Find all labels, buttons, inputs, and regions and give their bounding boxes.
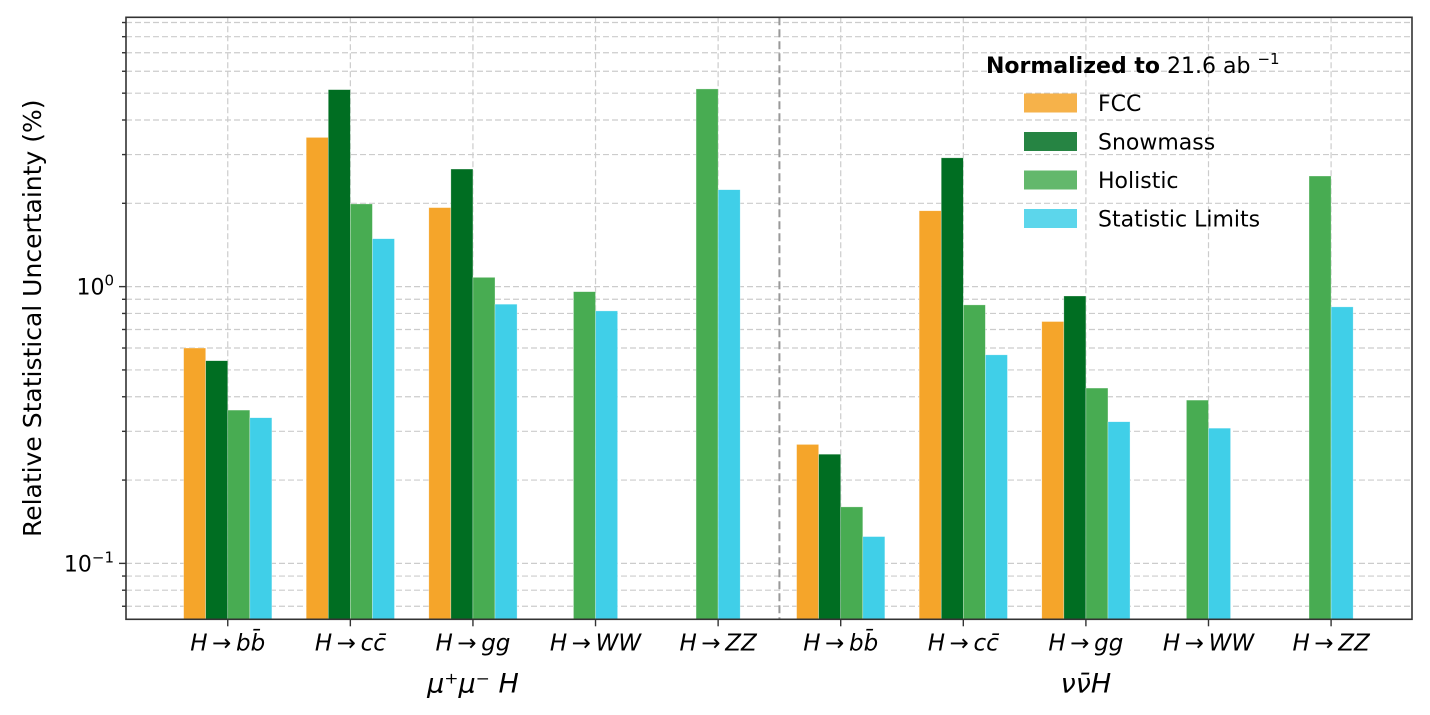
bar-fcc xyxy=(918,210,942,620)
bar-fcc xyxy=(428,207,452,620)
bar-holistic xyxy=(1186,399,1209,620)
bar-snowmass xyxy=(818,453,842,620)
bar-statistic-limits xyxy=(1107,421,1131,620)
axis-ticks: 10−1 100 H → bb̄ H → cc̄ H → gg H → WW H → ZZ H… xyxy=(64,21,1371,699)
bar-snowmass xyxy=(450,168,474,620)
legend-title-value: 21.6 ab xyxy=(1167,54,1250,79)
y-axis-label-group: Relative Statistical Uncertainty (%) xyxy=(18,100,47,538)
legend-title: Normalized to 21.6 ab −1 xyxy=(986,50,1280,79)
bar-holistic xyxy=(573,291,596,620)
bar-fcc xyxy=(183,347,206,620)
x-category-label: H → gg xyxy=(435,630,510,656)
bar-statistic-limits xyxy=(372,238,395,620)
grid-lines xyxy=(126,17,1412,620)
process-group-label: μ⁺μ⁻ H xyxy=(426,668,519,699)
bar-snowmass xyxy=(940,157,964,620)
legend-label: Statistic Limits xyxy=(1098,208,1260,233)
x-category-label: H → ZZ xyxy=(679,630,758,656)
axes-frame xyxy=(125,16,1413,621)
bar-holistic xyxy=(350,203,373,620)
legend-label: FCC xyxy=(1098,92,1141,117)
bar-snowmass xyxy=(205,360,229,620)
legend-title-exponent: −1 xyxy=(1257,50,1279,68)
bar-holistic xyxy=(227,409,251,620)
legend-swatch-statistic-limits xyxy=(1024,209,1077,228)
bar-statistic-limits xyxy=(595,310,618,620)
x-category-label: H → bb̄ xyxy=(803,628,878,656)
bar-holistic xyxy=(1085,387,1109,620)
process-group-label: νν̄H xyxy=(1061,668,1111,699)
bar-holistic xyxy=(963,304,986,620)
bar-snowmass xyxy=(1063,295,1087,620)
bar-holistic xyxy=(695,88,719,620)
legend-swatch-snowmass xyxy=(1024,132,1077,151)
bar-statistic-limits xyxy=(717,189,741,620)
y-tick-label: 10−1 xyxy=(64,548,114,577)
legend-swatch-holistic xyxy=(1024,170,1077,190)
bar-statistic-limits xyxy=(494,303,518,620)
x-category-label: H → WW xyxy=(1163,630,1255,656)
legend-title-bold: Normalized to xyxy=(986,54,1160,79)
y-tick-label: 100 xyxy=(76,272,114,301)
bars xyxy=(183,88,1354,620)
bar-statistic-limits xyxy=(249,417,273,620)
bar-statistic-limits xyxy=(985,354,1008,620)
legend-label: Snowmass xyxy=(1098,131,1215,156)
bar-fcc xyxy=(1041,321,1065,620)
bar-fcc xyxy=(796,444,819,620)
legend-label: Holistic xyxy=(1098,169,1179,194)
x-category-label: H → ZZ xyxy=(1292,630,1371,656)
bar-statistic-limits xyxy=(1330,306,1354,620)
bar-holistic xyxy=(472,277,496,620)
bar-holistic xyxy=(840,506,864,620)
x-category-label: H → gg xyxy=(1048,630,1123,656)
legend-swatch-fcc xyxy=(1024,93,1077,113)
x-category-label: H → bb̄ xyxy=(190,628,265,656)
bar-holistic xyxy=(1308,175,1332,620)
bar-snowmass xyxy=(327,89,351,620)
bar-statistic-limits xyxy=(1208,427,1231,620)
x-category-label: H → cc̄ xyxy=(928,630,999,656)
y-axis-label: Relative Statistical Uncertainty (%) xyxy=(18,100,47,538)
bar-fcc xyxy=(305,137,329,620)
bar-statistic-limits xyxy=(862,536,886,620)
x-category-label: H → WW xyxy=(550,630,642,656)
legend: Normalized to 21.6 ab −1 FCC Snowmass Holi… xyxy=(986,50,1280,233)
x-category-label: H → cc̄ xyxy=(315,630,386,656)
